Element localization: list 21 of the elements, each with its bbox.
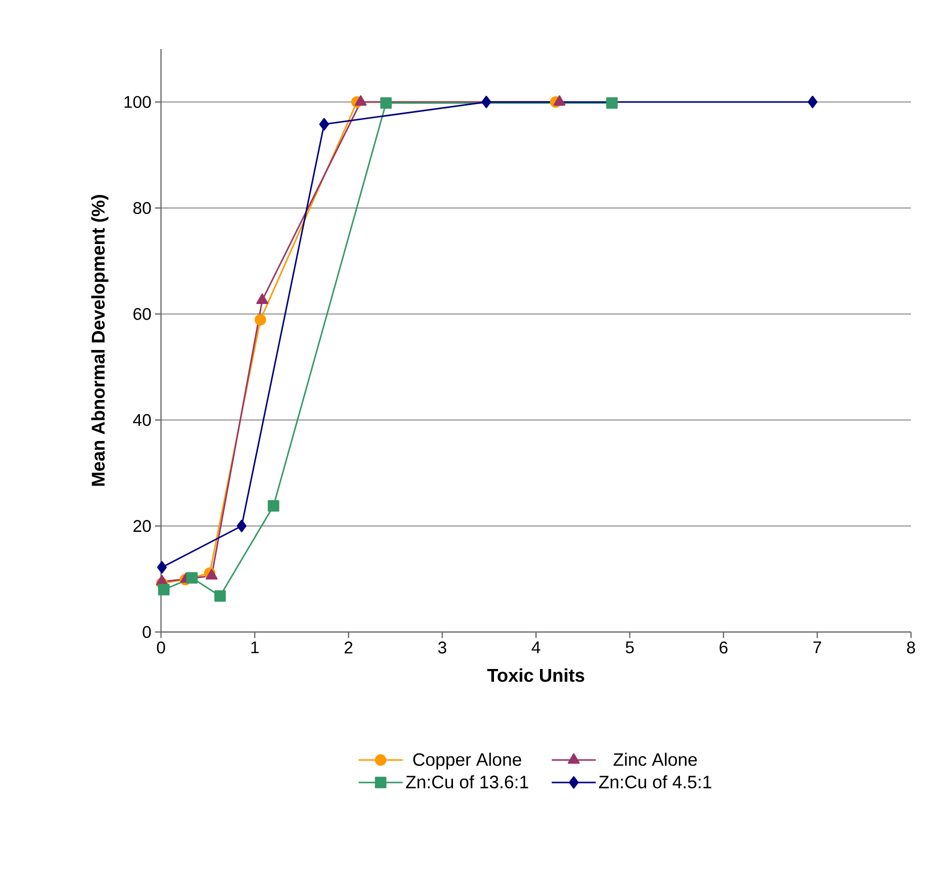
y-axis-title: Mean Abnormal Development (%)	[91, 194, 108, 486]
x-tick-label: 6	[720, 642, 728, 654]
x-tick-label: 3	[438, 642, 446, 654]
y-tick-label: 0	[142, 626, 151, 638]
legend-label: Zn:Cu of 13.6:1	[406, 775, 528, 788]
x-tick-label: 2	[344, 642, 352, 654]
y-tick-label: 80	[133, 202, 151, 214]
x-axis-title: Toxic Units	[487, 668, 584, 682]
x-tick-label: 8	[907, 642, 915, 654]
x-tick-label: 7	[813, 642, 822, 654]
legend-label: Copper Alone	[413, 752, 522, 770]
x-tick-label: 0	[156, 642, 166, 654]
y-tick-label: 20	[134, 520, 151, 532]
legend-label: Zinc Alone	[614, 752, 697, 766]
y-tick-label: 100	[124, 96, 151, 108]
y-tick-label: 40	[133, 414, 151, 426]
y-tick-label: 60	[134, 308, 151, 320]
legend-label: Zn:Cu of 4.5:1	[599, 775, 712, 788]
x-tick-label: 1	[251, 642, 259, 654]
x-tick-label: 4	[532, 642, 540, 654]
x-tick-label: 5	[626, 642, 634, 654]
